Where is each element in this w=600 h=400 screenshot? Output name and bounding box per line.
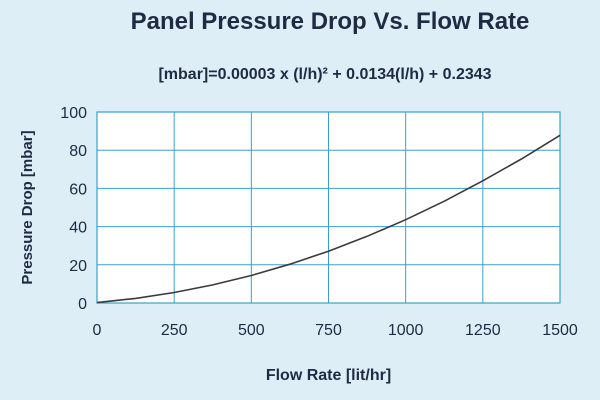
y-axis-label: Pressure Drop [mbar] <box>19 130 36 284</box>
x-axis-label: Flow Rate [lit/hr] <box>266 367 391 384</box>
y-tick-label: 0 <box>78 296 87 313</box>
x-tick-labels: 0 250 500 750 1000 1250 1500 <box>93 322 578 339</box>
x-tick-label: 250 <box>161 322 188 339</box>
y-tick-label: 100 <box>60 105 87 122</box>
grid-lines <box>96 111 561 304</box>
y-tick-label: 40 <box>69 220 87 237</box>
y-tick-label: 60 <box>69 181 87 198</box>
x-tick-label: 0 <box>93 322 102 339</box>
series-line <box>96 134 561 304</box>
x-tick-label: 1250 <box>465 322 501 339</box>
x-tick-label: 1500 <box>542 322 578 339</box>
x-tick-label: 750 <box>315 322 342 339</box>
chart-title: Panel Pressure Drop Vs. Flow Rate <box>130 8 530 35</box>
x-tick-label: 500 <box>238 322 265 339</box>
y-tick-label: 20 <box>69 258 87 275</box>
y-tick-labels: 0 20 40 60 80 100 <box>60 105 87 313</box>
x-tick-label: 1000 <box>388 322 424 339</box>
chart-subtitle-equation: [mbar]=0.00003 x (l/h)² + 0.0134(l/h) + … <box>158 66 492 83</box>
y-tick-label: 80 <box>69 143 87 160</box>
